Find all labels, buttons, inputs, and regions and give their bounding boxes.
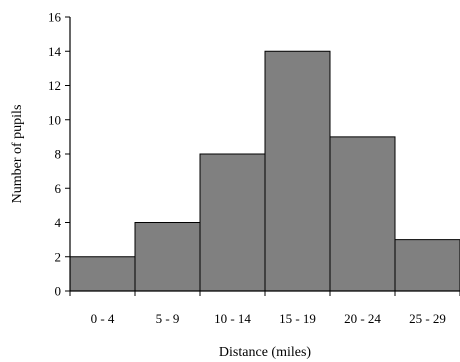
bar-3	[264, 50, 331, 292]
bar-0	[69, 256, 136, 292]
x-category-label: 0 - 4	[91, 311, 115, 326]
x-category-label: 20 - 24	[344, 311, 381, 326]
bars-group	[69, 50, 460, 292]
x-category-label: 15 - 19	[279, 311, 316, 326]
x-ticks-group: 0 - 4 5 - 9 10 - 14 15 - 19 20 - 24 25 - 29	[69, 291, 460, 326]
y-tick-label: 16	[48, 10, 62, 25]
y-axis-title: Number of pupils	[10, 105, 25, 204]
bar-2	[199, 153, 266, 292]
bar-4	[329, 136, 396, 292]
y-tick-label: 0	[55, 284, 62, 299]
bar-5	[394, 239, 460, 292]
y-tick-label: 2	[55, 249, 62, 264]
x-axis-title: Distance (miles)	[219, 345, 311, 360]
y-ticks-group: 0 2 4 6 8 10 12 14 16	[48, 10, 70, 299]
y-tick-label: 4	[55, 215, 62, 230]
bar-1	[134, 222, 201, 292]
y-tick-label: 12	[48, 78, 61, 93]
x-category-label: 10 - 14	[214, 311, 251, 326]
y-tick-label: 10	[48, 112, 61, 127]
y-tick-label: 6	[55, 181, 62, 196]
y-tick-label: 8	[55, 147, 62, 162]
x-category-label: 5 - 9	[156, 311, 180, 326]
x-category-label: 25 - 29	[409, 311, 446, 326]
y-tick-label: 14	[48, 44, 62, 59]
